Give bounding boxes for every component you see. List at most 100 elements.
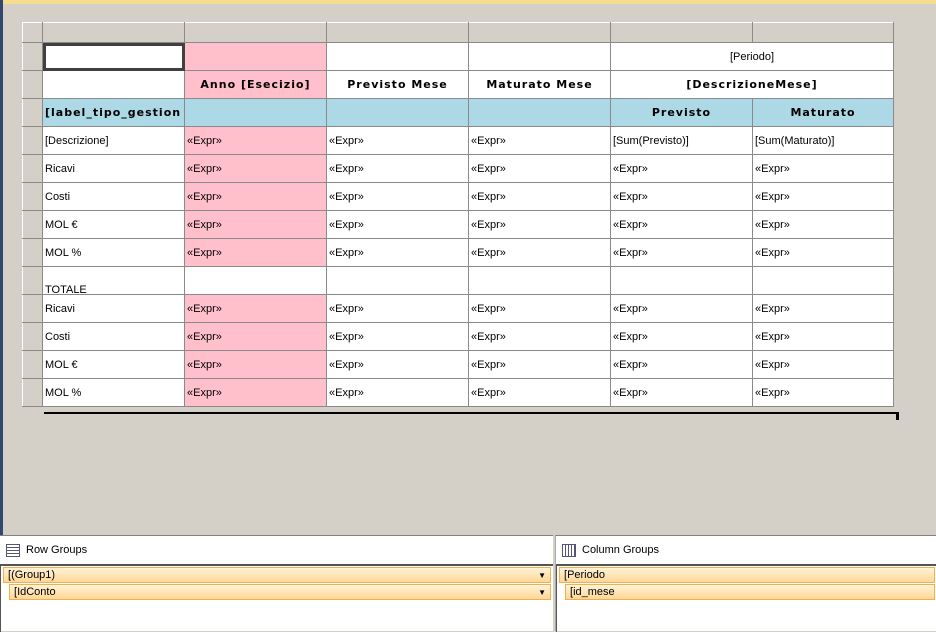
row-handle[interactable] xyxy=(22,154,43,183)
expr-cell[interactable]: «Expr» xyxy=(610,210,753,239)
row-group-idconto[interactable]: [ IdConto ▼ xyxy=(9,584,551,600)
expr-cell[interactable]: «Expr» xyxy=(752,210,894,239)
expr-cell[interactable]: «Expr» xyxy=(610,238,753,267)
maturato-header[interactable]: Maturato xyxy=(752,98,894,127)
expr-cell[interactable]: «Expr» xyxy=(752,182,894,211)
row-handle[interactable] xyxy=(22,182,43,211)
group-label-cell[interactable]: [label_tipo_gestion xyxy=(42,98,185,127)
expr-cell[interactable]: «Expr» xyxy=(468,322,611,351)
column-handle[interactable] xyxy=(610,22,753,43)
cell[interactable] xyxy=(326,42,469,71)
expr-cell[interactable]: «Expr» xyxy=(468,182,611,211)
expr-cell[interactable]: «Expr» xyxy=(326,210,469,239)
expr-cell[interactable]: [Sum(Maturato)] xyxy=(752,126,894,155)
expr-cell[interactable]: «Expr» xyxy=(326,126,469,155)
row-handle[interactable] xyxy=(22,70,43,99)
expr-cell[interactable]: «Expr» xyxy=(468,294,611,323)
expr-cell[interactable]: «Expr» xyxy=(468,154,611,183)
expr-cell[interactable]: «Expr» xyxy=(610,182,753,211)
expr-cell[interactable]: «Expr» xyxy=(752,238,894,267)
expr-cell[interactable]: «Expr» xyxy=(326,350,469,379)
expr-cell[interactable]: «Expr» xyxy=(326,294,469,323)
cell[interactable] xyxy=(468,266,611,295)
totale-cell[interactable]: TOTALE xyxy=(42,266,185,295)
row-label-cell[interactable]: MOL € xyxy=(42,350,185,379)
row-label-cell[interactable]: MOL % xyxy=(42,238,185,267)
expr-cell[interactable]: «Expr» xyxy=(184,210,327,239)
cell[interactable] xyxy=(184,266,327,295)
expr-cell[interactable]: «Expr» xyxy=(468,126,611,155)
column-handle[interactable] xyxy=(326,22,469,43)
row-handle[interactable] xyxy=(22,266,43,295)
row-handle[interactable] xyxy=(22,98,43,127)
column-group-id-mese[interactable]: [ id_mese xyxy=(565,584,935,600)
expr-cell[interactable]: «Expr» xyxy=(184,126,327,155)
row-handle[interactable] xyxy=(22,210,43,239)
cell[interactable] xyxy=(752,266,894,295)
expr-cell[interactable]: «Expr» xyxy=(184,378,327,407)
column-handle[interactable] xyxy=(468,22,611,43)
row-handle[interactable] xyxy=(22,238,43,267)
expr-cell[interactable]: «Expr» xyxy=(326,154,469,183)
dropdown-arrow-icon[interactable]: ▼ xyxy=(538,570,546,580)
row-handle[interactable] xyxy=(22,322,43,351)
descrizione-mese-header[interactable]: [DescrizioneMese] xyxy=(610,70,894,99)
row-label-cell[interactable]: Ricavi xyxy=(42,294,185,323)
row-handle[interactable] xyxy=(22,350,43,379)
previsto-mese-header[interactable]: Previsto Mese xyxy=(326,70,469,99)
column-handle[interactable] xyxy=(184,22,327,43)
column-handle[interactable] xyxy=(42,22,185,43)
corner-handle[interactable] xyxy=(22,22,43,43)
tablix[interactable]: [Periodo] Anno [Esecizio] Previsto Mese … xyxy=(22,22,894,407)
expr-cell[interactable]: [Sum(Previsto)] xyxy=(610,126,753,155)
maturato-mese-header[interactable]: Maturato Mese xyxy=(468,70,611,99)
row-handle[interactable] xyxy=(22,42,43,71)
expr-cell[interactable]: «Expr» xyxy=(326,322,469,351)
cell[interactable] xyxy=(42,70,185,99)
row-handle[interactable] xyxy=(22,378,43,407)
expr-cell[interactable]: «Expr» xyxy=(326,238,469,267)
column-handle[interactable] xyxy=(752,22,894,43)
expr-cell[interactable]: «Expr» xyxy=(184,294,327,323)
cell[interactable] xyxy=(610,266,753,295)
row-label-cell[interactable]: Costi xyxy=(42,182,185,211)
expr-cell[interactable]: «Expr» xyxy=(184,322,327,351)
column-group-periodo[interactable]: [ Periodo xyxy=(559,567,935,583)
expr-cell[interactable]: «Expr» xyxy=(610,350,753,379)
row-label-cell[interactable]: [Descrizione] xyxy=(42,126,185,155)
cell[interactable] xyxy=(184,98,327,127)
expr-cell[interactable]: «Expr» xyxy=(184,182,327,211)
cell[interactable] xyxy=(468,98,611,127)
expr-cell[interactable]: «Expr» xyxy=(752,350,894,379)
expr-cell[interactable]: «Expr» xyxy=(610,294,753,323)
expr-cell[interactable]: «Expr» xyxy=(468,238,611,267)
expr-cell[interactable]: «Expr» xyxy=(326,378,469,407)
corner-cell-selected[interactable] xyxy=(42,42,185,71)
expr-cell[interactable]: «Expr» xyxy=(468,350,611,379)
expr-cell[interactable]: «Expr» xyxy=(184,154,327,183)
expr-cell[interactable]: «Expr» xyxy=(752,322,894,351)
expr-cell[interactable]: «Expr» xyxy=(184,350,327,379)
row-label-cell[interactable]: Ricavi xyxy=(42,154,185,183)
cell[interactable] xyxy=(326,266,469,295)
expr-cell[interactable]: «Expr» xyxy=(468,210,611,239)
row-handle[interactable] xyxy=(22,126,43,155)
expr-cell[interactable]: «Expr» xyxy=(468,378,611,407)
expr-cell[interactable]: «Expr» xyxy=(326,182,469,211)
cell[interactable] xyxy=(184,42,327,71)
row-label-cell[interactable]: MOL % xyxy=(42,378,185,407)
expr-cell[interactable]: «Expr» xyxy=(610,322,753,351)
expr-cell[interactable]: «Expr» xyxy=(184,238,327,267)
row-handle[interactable] xyxy=(22,294,43,323)
row-group-group1[interactable]: [ (Group1) ▼ xyxy=(3,567,551,583)
periodo-header[interactable]: [Periodo] xyxy=(610,42,894,71)
anno-header[interactable]: Anno [Esecizio] xyxy=(184,70,327,99)
expr-cell[interactable]: «Expr» xyxy=(752,378,894,407)
row-label-cell[interactable]: MOL € xyxy=(42,210,185,239)
expr-cell[interactable]: «Expr» xyxy=(610,154,753,183)
cell[interactable] xyxy=(468,42,611,71)
expr-cell[interactable]: «Expr» xyxy=(752,154,894,183)
previsto-header[interactable]: Previsto xyxy=(610,98,753,127)
cell[interactable] xyxy=(326,98,469,127)
dropdown-arrow-icon[interactable]: ▼ xyxy=(538,587,546,597)
